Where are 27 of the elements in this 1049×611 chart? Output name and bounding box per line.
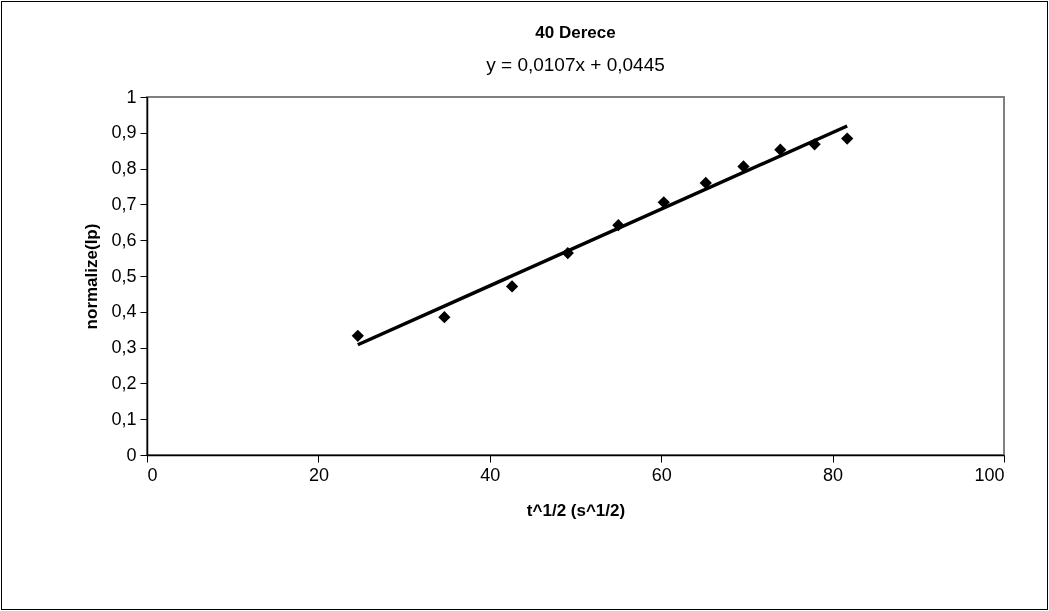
point (438, 311, 451, 324)
x-axis-title: t^1/2 (s^1/2) (526, 500, 626, 520)
point (505, 280, 519, 293)
y-tick-label: 0,8 (111, 158, 137, 179)
y-tick-label: 0,5 (111, 265, 137, 286)
x-tick-label: 0 (147, 464, 158, 485)
y-tick-label: 0,9 (111, 122, 137, 143)
point (774, 143, 787, 156)
x-tick-label: 60 (651, 464, 672, 485)
y-tick-label: 0,7 (111, 193, 137, 214)
y-tick-label: 0,4 (111, 301, 137, 322)
point (351, 329, 364, 342)
x-tick-label: 80 (823, 464, 844, 485)
chart-title: 40 Derece (535, 23, 616, 42)
y-tick-label: 0,3 (111, 337, 137, 358)
text: y = 0,0107x + 0,0445 (486, 54, 665, 75)
y-tick-label: 0 (126, 444, 137, 465)
x-tick-label: 20 (308, 464, 329, 485)
y-tick-label: 0,6 (111, 229, 137, 250)
y-tick-label: 1 (126, 86, 137, 107)
x-tick-label: 100 (974, 464, 1005, 485)
point (699, 176, 712, 190)
point (841, 132, 854, 145)
x-tick-label: 40 (480, 464, 501, 485)
y-axis-title: normalize(Ip) (82, 223, 102, 330)
y-tick-label: 0,1 (111, 408, 137, 429)
y-tick-label: 0,2 (111, 372, 137, 393)
